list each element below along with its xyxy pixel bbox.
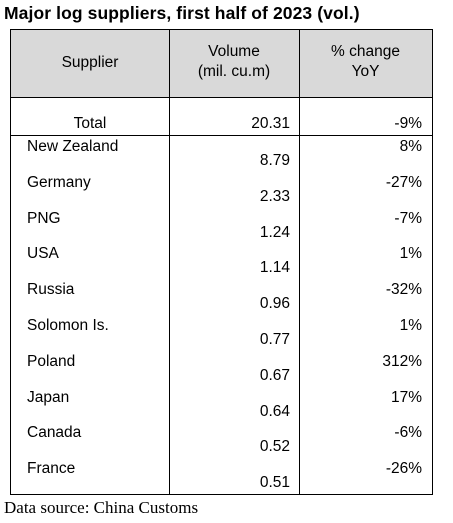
row-volume: 8.79	[259, 152, 290, 169]
row-volume: 1.14	[259, 259, 290, 277]
row-change: 8%	[399, 138, 422, 155]
column-divider	[169, 30, 170, 494]
table-title: Major log suppliers, first half of 2023 …	[4, 3, 360, 23]
row-supplier-name: New Zealand	[27, 138, 119, 155]
row-change: -26%	[385, 460, 422, 478]
row-volume: 0.64	[259, 402, 290, 420]
header-divider	[11, 97, 432, 98]
row-change: 312%	[382, 352, 422, 370]
row-change: 1%	[399, 245, 422, 263]
row-supplier-name: Russia	[27, 281, 75, 299]
row-volume: 0.52	[259, 438, 290, 456]
row-supplier-name: Poland	[27, 352, 76, 370]
table-header	[11, 30, 432, 97]
data-source-note: Data source: China Customs	[4, 498, 199, 517]
header-supplier: Supplier	[61, 54, 119, 71]
total-label: Total	[73, 115, 107, 132]
row-supplier-name: Canada	[27, 424, 82, 442]
row-volume: 0.51	[259, 474, 290, 492]
total-change: -9%	[394, 115, 422, 132]
total-divider	[11, 135, 432, 136]
row-change: -27%	[385, 173, 422, 191]
row-change: -32%	[385, 281, 422, 299]
row-change: -6%	[394, 424, 422, 442]
row-supplier-name: Solomon Is.	[27, 317, 109, 334]
row-volume: 1.24	[259, 223, 290, 241]
row-supplier-name: USA	[27, 245, 59, 263]
row-change: 17%	[390, 388, 422, 406]
row-volume: 2.33	[259, 187, 290, 205]
row-volume: 0.67	[259, 366, 290, 384]
row-volume: 0.96	[259, 295, 290, 313]
total-volume: 20.31	[251, 115, 290, 132]
row-change: -7%	[394, 209, 422, 227]
row-supplier-name: Japan	[27, 388, 70, 406]
row-supplier-name: PNG	[27, 209, 61, 227]
header-volume: Volume (mil. cu.m)	[197, 43, 271, 80]
supplier-table: Supplier Volume (mil. cu.m) % change YoY…	[10, 29, 433, 495]
row-volume: 0.77	[259, 331, 290, 348]
row-supplier-name: Germany	[27, 173, 91, 191]
row-change: 1%	[399, 317, 422, 334]
header-change: % change YoY	[331, 43, 400, 80]
row-supplier-name: France	[27, 460, 76, 478]
column-divider	[299, 30, 300, 494]
